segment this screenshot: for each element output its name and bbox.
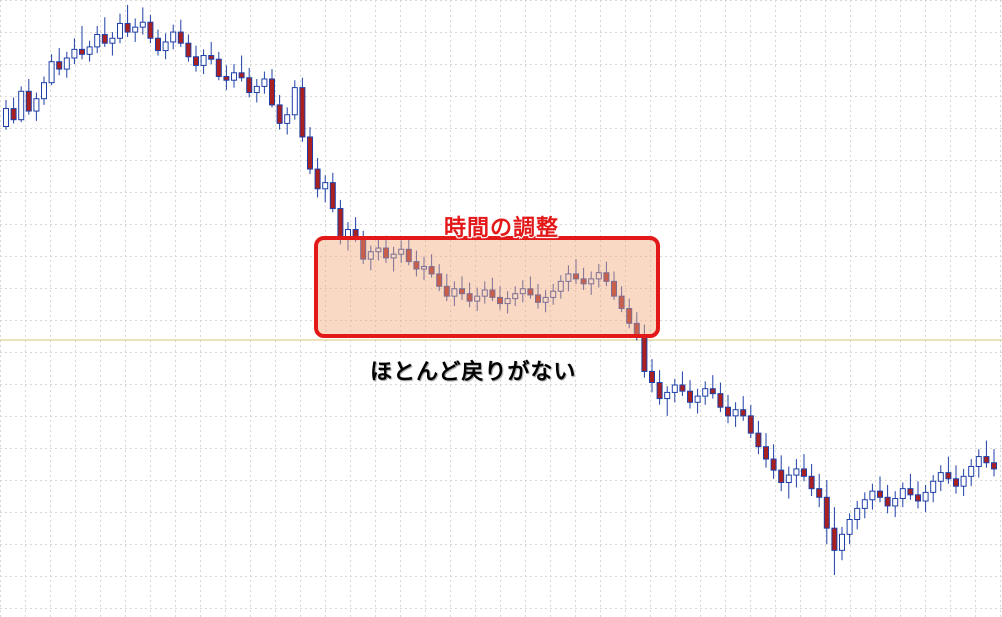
annotation-time-adjustment: 時間の調整 <box>444 210 559 242</box>
annotation-no-retracement: ほとんど戻りがない <box>370 354 576 386</box>
candlestick-chart: 時間の調整 ほとんど戻りがない <box>0 0 1002 617</box>
chart-svg <box>0 0 1002 617</box>
